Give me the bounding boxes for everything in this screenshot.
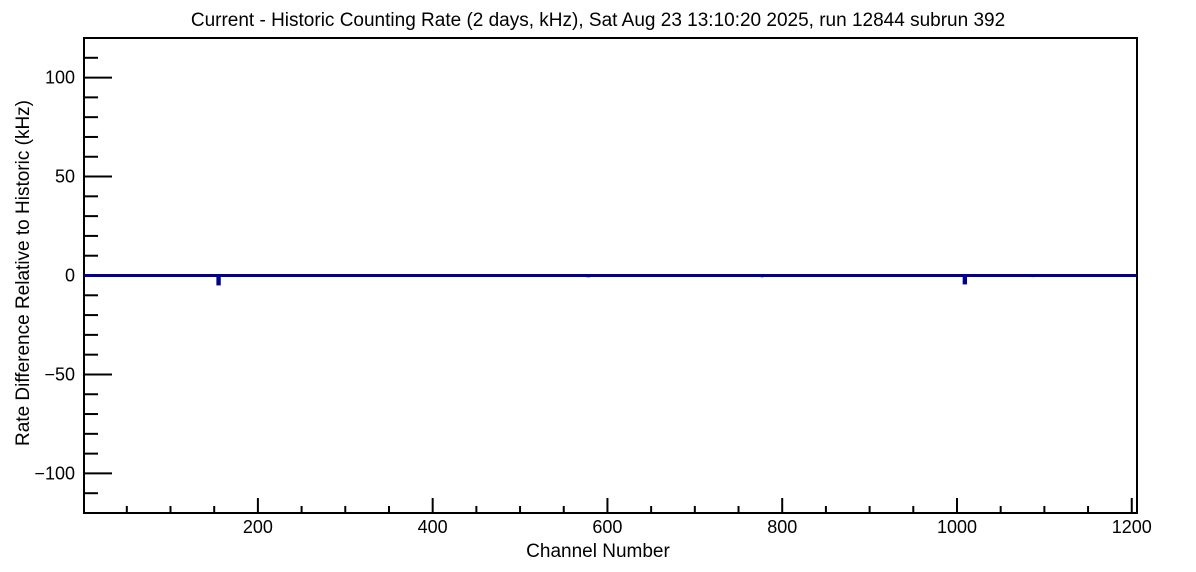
y-tick-label: −50 [44,364,75,384]
x-tick-label: 200 [243,517,273,537]
chart-title: Current - Historic Counting Rate (2 days… [191,10,1005,31]
spike [216,274,221,286]
x-tick-label: 1000 [937,517,977,537]
baseline [84,274,1137,277]
y-axis-ticks: −100 −50 0 50 100 [34,56,112,495]
x-tick-label: 800 [767,517,797,537]
x-tick-label: 400 [418,517,448,537]
y-tick-label: 50 [55,167,75,187]
data-series [84,274,1137,286]
x-axis-title: Channel Number [526,541,670,562]
y-tick-label: 100 [45,68,75,88]
spike [962,274,968,285]
x-tick-label: 600 [592,517,622,537]
y-tick-label: −100 [34,463,75,483]
x-axis-ticks: 200 400 600 800 1000 1200 [125,498,1152,537]
y-tick-label: 0 [65,266,75,286]
y-axis-title: Rate Difference Relative to Historic (kH… [13,100,34,446]
x-tick-label: 1200 [1112,517,1152,537]
